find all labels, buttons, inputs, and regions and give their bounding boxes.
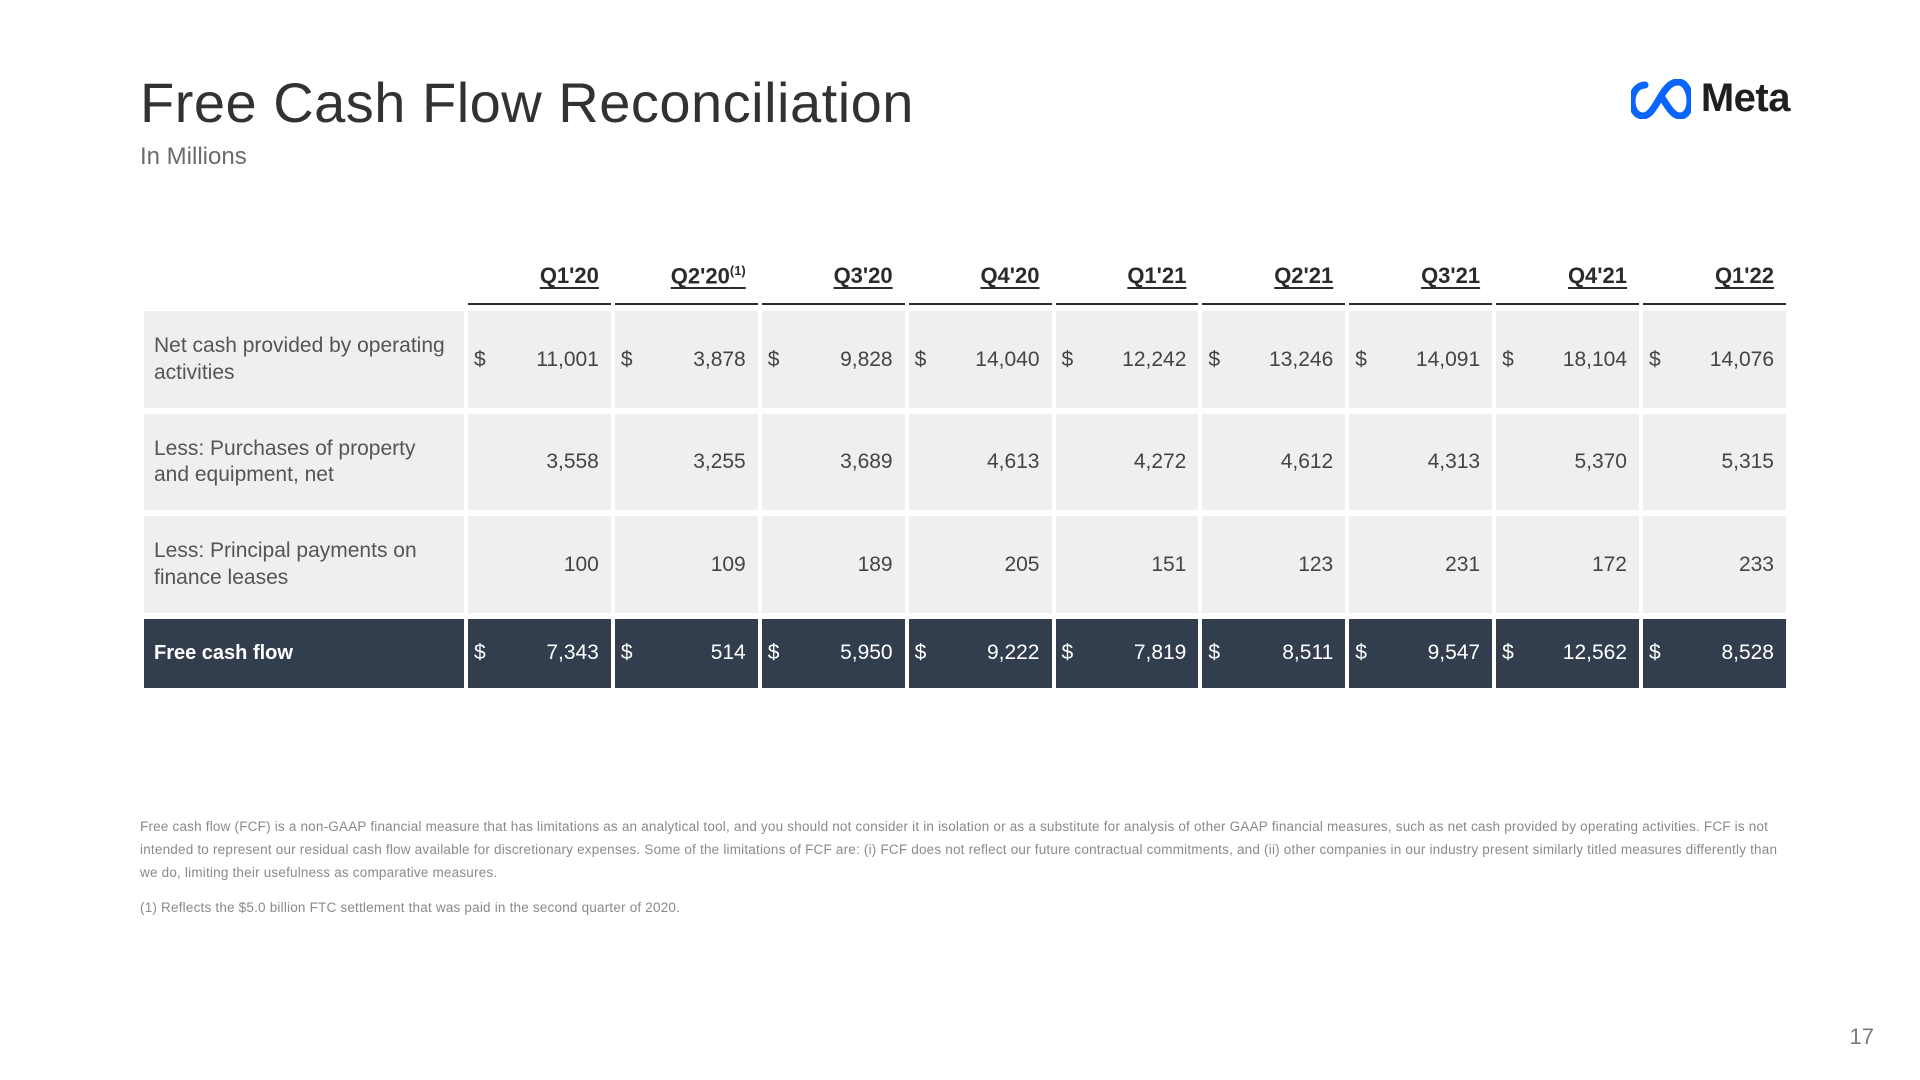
data-cell: $7,343 bbox=[468, 619, 611, 688]
footnote-line: Free cash flow (FCF) is a non-GAAP finan… bbox=[140, 816, 1790, 885]
data-cell: 5,370 bbox=[1496, 414, 1639, 511]
brand-logo: Meta bbox=[1631, 76, 1790, 121]
data-cell: $9,828 bbox=[762, 311, 905, 408]
page-number: 17 bbox=[1850, 1024, 1874, 1050]
data-cell: $5,950 bbox=[762, 619, 905, 688]
column-header: Q2'21 bbox=[1202, 249, 1345, 305]
data-cell: 172 bbox=[1496, 516, 1639, 613]
footnote-line: (1) Reflects the $5.0 billion FTC settle… bbox=[140, 897, 1790, 920]
column-header: Q3'21 bbox=[1349, 249, 1492, 305]
table-row: Free cash flow$7,343$514$5,950$9,222$7,8… bbox=[144, 619, 1786, 688]
infinity-icon bbox=[1631, 79, 1691, 119]
table-row: Less: Principal payments on finance leas… bbox=[144, 516, 1786, 613]
data-cell: $9,547 bbox=[1349, 619, 1492, 688]
slide-header: Free Cash Flow Reconciliation In Million… bbox=[140, 70, 1790, 171]
data-cell: 123 bbox=[1202, 516, 1345, 613]
data-cell: $13,246 bbox=[1202, 311, 1345, 408]
data-cell: 4,612 bbox=[1202, 414, 1345, 511]
data-cell: 100 bbox=[468, 516, 611, 613]
data-cell: $514 bbox=[615, 619, 758, 688]
data-cell: $14,076 bbox=[1643, 311, 1786, 408]
data-cell: $7,819 bbox=[1056, 619, 1199, 688]
column-header: Q2'20(1) bbox=[615, 249, 758, 305]
column-header: Q4'21 bbox=[1496, 249, 1639, 305]
footnotes: Free cash flow (FCF) is a non-GAAP finan… bbox=[140, 816, 1790, 920]
data-cell: 109 bbox=[615, 516, 758, 613]
data-cell: 4,613 bbox=[909, 414, 1052, 511]
data-cell: $8,511 bbox=[1202, 619, 1345, 688]
row-label: Net cash provided by operating activitie… bbox=[144, 311, 464, 408]
data-cell: 3,255 bbox=[615, 414, 758, 511]
data-cell: $18,104 bbox=[1496, 311, 1639, 408]
reconciliation-table: Q1'20Q2'20(1)Q3'20Q4'20Q1'21Q2'21Q3'21Q4… bbox=[140, 249, 1790, 688]
data-cell: $12,242 bbox=[1056, 311, 1199, 408]
data-cell: 3,558 bbox=[468, 414, 611, 511]
data-cell: 233 bbox=[1643, 516, 1786, 613]
table-header-row: Q1'20Q2'20(1)Q3'20Q4'20Q1'21Q2'21Q3'21Q4… bbox=[144, 249, 1786, 305]
row-label: Less: Principal payments on finance leas… bbox=[144, 516, 464, 613]
slide-title: Free Cash Flow Reconciliation bbox=[140, 70, 914, 135]
data-cell: $14,040 bbox=[909, 311, 1052, 408]
brand-name: Meta bbox=[1701, 76, 1790, 121]
column-header: Q1'21 bbox=[1056, 249, 1199, 305]
table-row: Less: Purchases of property and equipmen… bbox=[144, 414, 1786, 511]
column-header: Q3'20 bbox=[762, 249, 905, 305]
column-header: Q1'20 bbox=[468, 249, 611, 305]
row-label: Free cash flow bbox=[144, 619, 464, 688]
slide-subtitle: In Millions bbox=[140, 143, 914, 171]
data-cell: $11,001 bbox=[468, 311, 611, 408]
row-label: Less: Purchases of property and equipmen… bbox=[144, 414, 464, 511]
table-row: Net cash provided by operating activitie… bbox=[144, 311, 1786, 408]
data-cell: $9,222 bbox=[909, 619, 1052, 688]
data-cell: 151 bbox=[1056, 516, 1199, 613]
data-cell: 4,272 bbox=[1056, 414, 1199, 511]
data-cell: 189 bbox=[762, 516, 905, 613]
data-cell: 205 bbox=[909, 516, 1052, 613]
data-cell: 231 bbox=[1349, 516, 1492, 613]
column-header: Q4'20 bbox=[909, 249, 1052, 305]
data-cell: 3,689 bbox=[762, 414, 905, 511]
column-header: Q1'22 bbox=[1643, 249, 1786, 305]
data-cell: $8,528 bbox=[1643, 619, 1786, 688]
data-cell: $12,562 bbox=[1496, 619, 1639, 688]
data-cell: 4,313 bbox=[1349, 414, 1492, 511]
data-cell: $3,878 bbox=[615, 311, 758, 408]
data-cell: $14,091 bbox=[1349, 311, 1492, 408]
data-cell: 5,315 bbox=[1643, 414, 1786, 511]
